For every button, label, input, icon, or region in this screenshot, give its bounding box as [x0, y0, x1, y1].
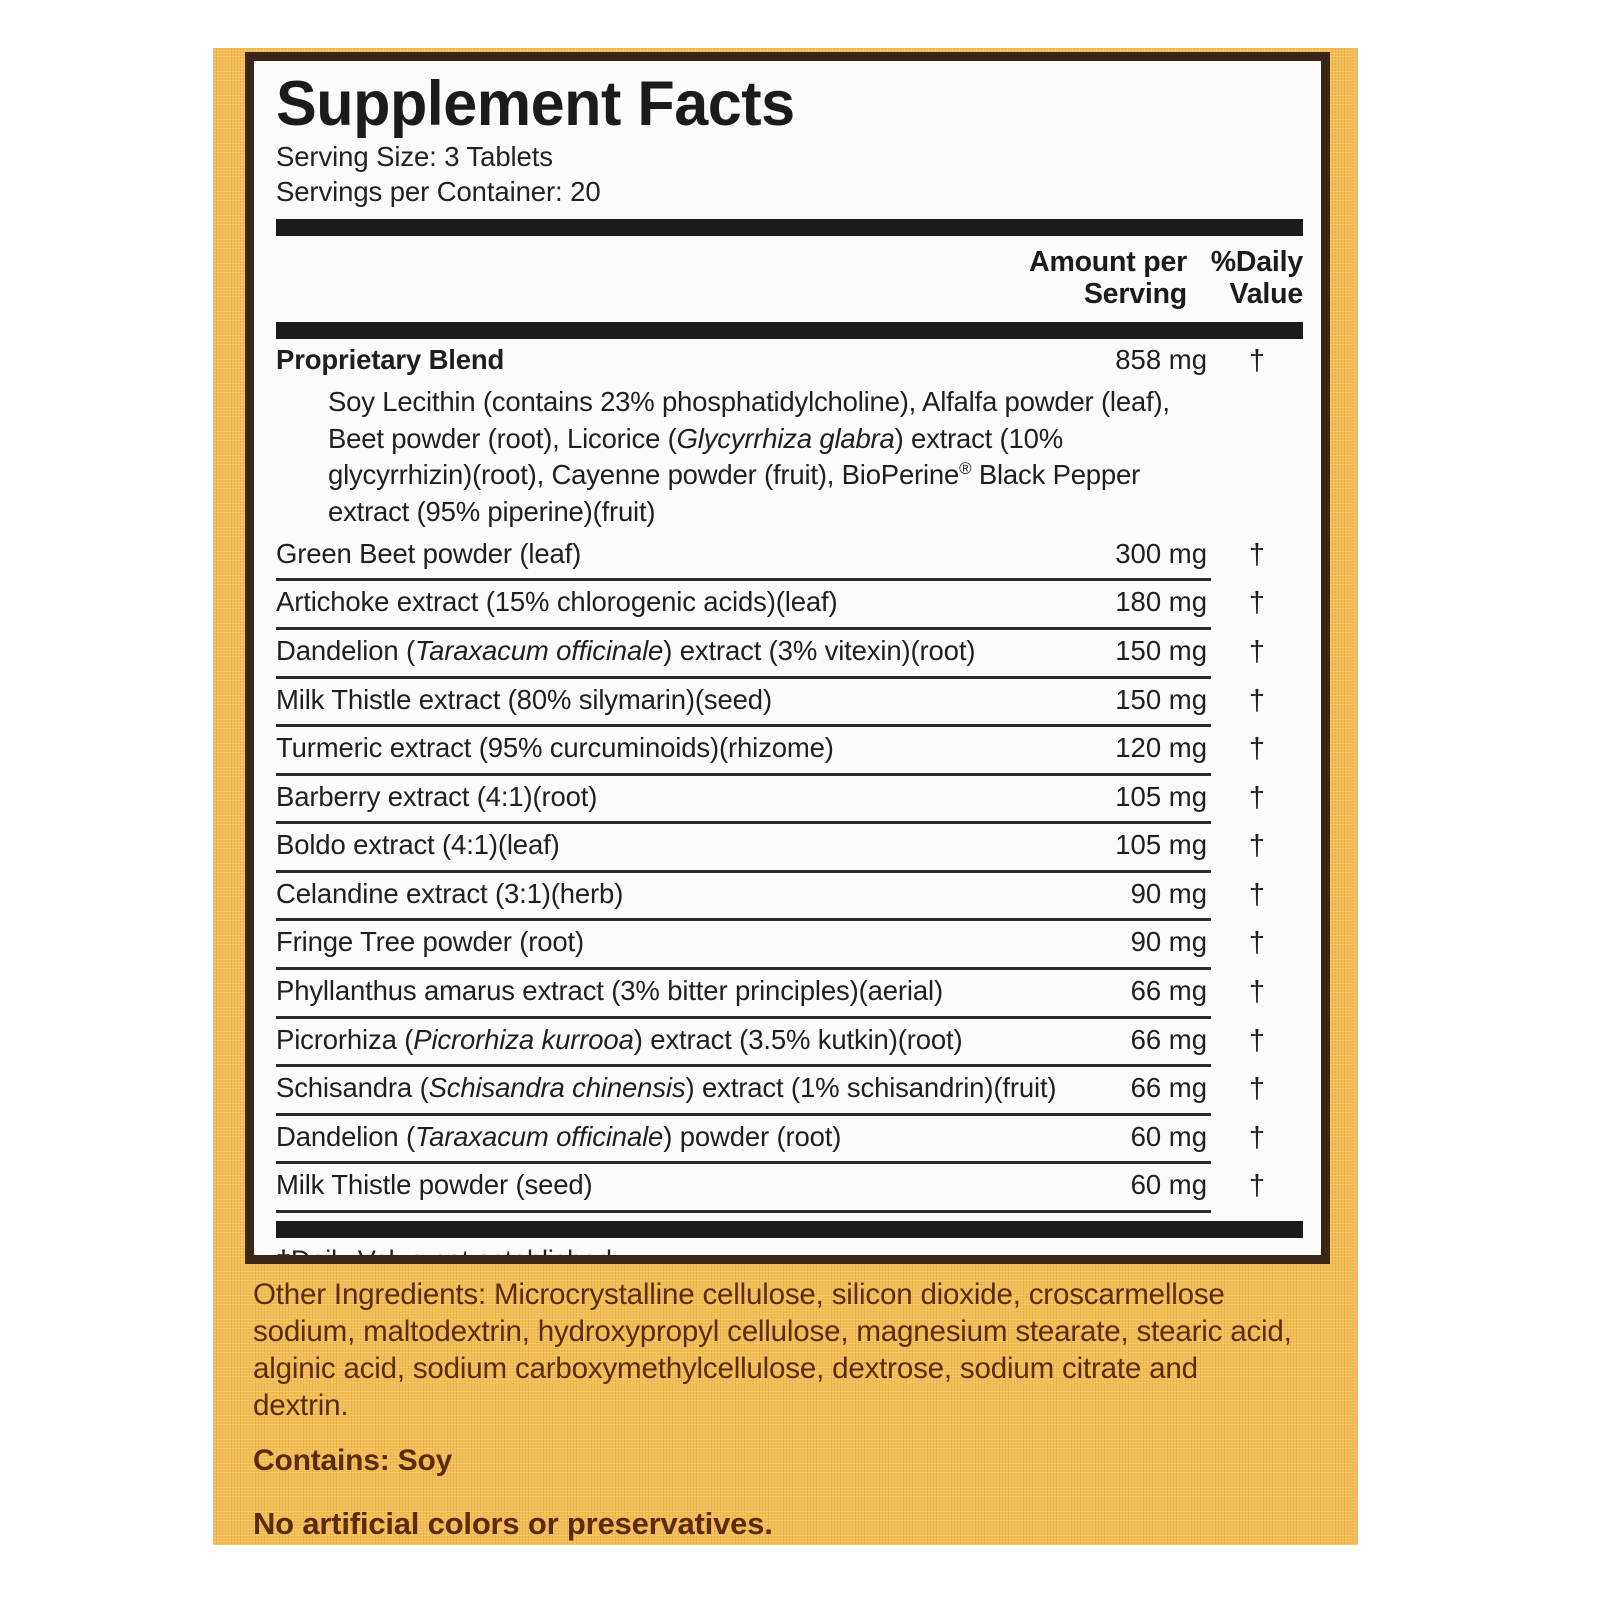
- ingredient-name: Boldo extract (4:1)(leaf): [276, 829, 560, 861]
- table-row: Green Beet powder (leaf) 300 mg †: [276, 533, 1303, 582]
- ingredient-amount: 105 mg: [1115, 780, 1207, 812]
- column-header-amount-line2: Serving: [1083, 277, 1187, 310]
- ingredient-name: Fringe Tree powder (root): [276, 926, 585, 958]
- ingredient-daily-value: †: [1248, 733, 1266, 766]
- ingredient-daily-value: †: [1248, 878, 1266, 911]
- ingredient-daily-value: †: [1248, 684, 1266, 717]
- ingredient-daily-value: †: [1248, 538, 1266, 571]
- ingredient-amount: 60 mg: [1130, 1120, 1207, 1152]
- ingredient-daily-value: †: [1248, 927, 1266, 960]
- supplement-label-panel: Supplement Facts Serving Size: 3 Tablets…: [213, 48, 1358, 1545]
- ingredient-name: Phyllanthus amarus extract (3% bitter pr…: [276, 974, 943, 1006]
- table-row: Schisandra (Schisandra chinensis) extrac…: [276, 1067, 1303, 1116]
- ingredient-daily-value: †: [1248, 636, 1266, 669]
- ingredient-name: Milk Thistle extract (80% silymarin)(see…: [276, 683, 772, 715]
- column-header-amount-per-serving: Amount per Serving: [1029, 246, 1187, 310]
- table-row: Artichoke extract (15% chlorogenic acids…: [276, 581, 1303, 631]
- table-row: Fringe Tree powder (root) 90 mg †: [276, 921, 1303, 970]
- ingredient-daily-value: †: [1248, 1073, 1266, 1106]
- ingredient-name: Dandelion (Taraxacum officinale) extract…: [276, 635, 976, 667]
- column-header-dv-line1: %Daily: [1210, 245, 1303, 278]
- ingredient-name: Artichoke extract (15% chlorogenic acids…: [276, 586, 838, 618]
- ingredient-amount: 66 mg: [1130, 1072, 1207, 1104]
- serving-size-line: Serving Size: 3 Tablets: [276, 141, 553, 173]
- table-row: Milk Thistle extract (80% silymarin)(see…: [276, 679, 1303, 728]
- ingredient-name: Green Beet powder (leaf): [276, 537, 582, 569]
- no-artificial-claim-text: No artificial colors or preservatives.: [253, 1506, 773, 1542]
- table-row: Phyllanthus amarus extract (3% bitter pr…: [276, 970, 1303, 1019]
- table-row: Milk Thistle powder (seed) 60 mg †: [276, 1164, 1303, 1213]
- column-headers: Amount per Serving %Daily Value: [276, 236, 1303, 314]
- ingredient-daily-value: †: [1248, 1121, 1266, 1154]
- ingredient-amount: 66 mg: [1130, 1023, 1207, 1055]
- ingredient-daily-value: †: [1248, 781, 1266, 814]
- table-row: Celandine extract (3:1)(herb) 90 mg †: [276, 873, 1303, 922]
- ingredient-amount: 300 mg: [1115, 537, 1207, 569]
- ingredient-name: Barberry extract (4:1)(root): [276, 780, 598, 812]
- rule-under-servings: [276, 218, 1303, 236]
- ingredient-name: Schisandra (Schisandra chinensis) extrac…: [276, 1072, 1057, 1104]
- ingredient-table: Proprietary Blend 858 mg † Soy Lecithin …: [276, 339, 1303, 1213]
- rule-above-footnote: [276, 1220, 1303, 1238]
- supplement-facts-box: Supplement Facts Serving Size: 3 Tablets…: [245, 52, 1330, 1264]
- rule-under-column-headers: [276, 321, 1303, 339]
- ingredient-amount: 90 mg: [1130, 926, 1207, 958]
- allergen-contains-text: Contains: Soy: [253, 1444, 453, 1478]
- label-footer: Other Ingredients: Microcrystalline cell…: [253, 1276, 1314, 1542]
- ingredient-daily-value: †: [1248, 830, 1266, 863]
- other-ingredients-text: Other Ingredients: Microcrystalline cell…: [253, 1278, 1292, 1423]
- table-row: Picrorhiza (Picrorhiza kurrooa) extract …: [276, 1019, 1303, 1068]
- page-title: Supplement Facts: [276, 69, 795, 139]
- ingredient-name: Picrorhiza (Picrorhiza kurrooa) extract …: [276, 1023, 963, 1055]
- blend-amount: 858 mg: [1115, 343, 1207, 375]
- column-header-dv-line2: Value: [1229, 277, 1304, 310]
- ingredient-daily-value: †: [1248, 1170, 1266, 1203]
- ingredient-amount: 90 mg: [1130, 877, 1207, 909]
- blend-name: Proprietary Blend: [276, 343, 505, 375]
- ingredient-amount: 180 mg: [1115, 586, 1207, 618]
- column-header-amount-line1: Amount per: [1029, 245, 1187, 278]
- table-row: Turmeric extract (95% curcuminoids)(rhiz…: [276, 727, 1303, 776]
- ingredient-amount: 66 mg: [1130, 974, 1207, 1006]
- ingredient-amount: 105 mg: [1115, 829, 1207, 861]
- ingredient-name: Celandine extract (3:1)(herb): [276, 877, 624, 909]
- table-row: Boldo extract (4:1)(leaf) 105 mg †: [276, 824, 1303, 873]
- ingredient-daily-value: †: [1248, 587, 1266, 620]
- table-row: Dandelion (Taraxacum officinale) powder …: [276, 1116, 1303, 1165]
- ingredient-amount: 60 mg: [1130, 1169, 1207, 1201]
- table-row: Dandelion (Taraxacum officinale) extract…: [276, 630, 1303, 679]
- ingredient-name: Milk Thistle powder (seed): [276, 1169, 593, 1201]
- ingredient-name: Dandelion (Taraxacum officinale) powder …: [276, 1120, 842, 1152]
- ingredient-amount: 150 mg: [1115, 683, 1207, 715]
- ingredient-amount: 120 mg: [1115, 732, 1207, 764]
- ingredient-amount: 150 mg: [1115, 635, 1207, 667]
- ingredient-name: Turmeric extract (95% curcuminoids)(rhiz…: [276, 732, 834, 764]
- column-header-daily-value: %Daily Value: [1211, 246, 1303, 310]
- servings-per-container-line: Servings per Container: 20: [276, 176, 601, 208]
- table-row: Barberry extract (4:1)(root) 105 mg †: [276, 776, 1303, 825]
- ingredient-daily-value: †: [1248, 975, 1266, 1008]
- daily-value-footnote: †Daily Value not established: [276, 1244, 612, 1264]
- ingredient-rows-container: Green Beet powder (leaf) 300 mg † Artichoke…: [276, 533, 1303, 1213]
- blend-daily-value: †: [1248, 344, 1266, 377]
- table-row-proprietary-blend: Proprietary Blend 858 mg †: [276, 339, 1303, 385]
- ingredient-daily-value: †: [1248, 1024, 1266, 1057]
- blend-description: Soy Lecithin (contains 23% phosphatidylc…: [328, 386, 1170, 528]
